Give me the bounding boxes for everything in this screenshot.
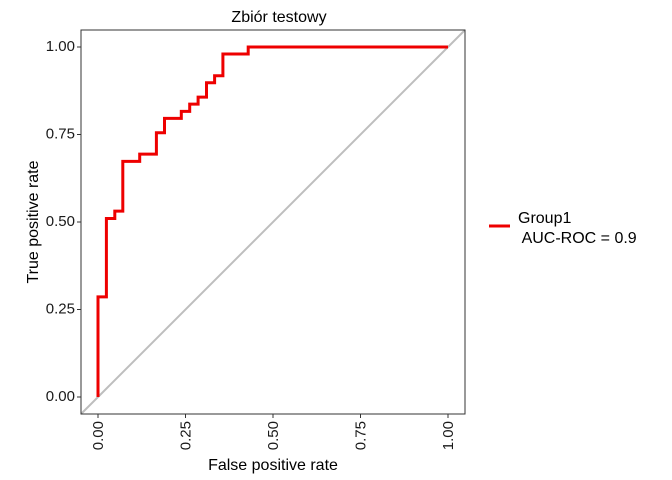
y-axis-title: True positive rate xyxy=(25,160,42,283)
y-tick-label: 0.50 xyxy=(46,213,75,230)
x-tick-label: 0.50 xyxy=(265,421,282,450)
y-tick-label: 0.00 xyxy=(46,388,75,405)
legend: Group1 AUC-ROC = 0.9 xyxy=(489,210,637,247)
reference-diagonal-line xyxy=(80,29,466,415)
y-tick-label: 1.00 xyxy=(46,38,75,55)
x-tick-label: 0.75 xyxy=(353,421,370,450)
legend-auc-label: AUC-ROC = 0.9 xyxy=(518,230,637,247)
y-tick-label: 0.75 xyxy=(46,125,75,142)
legend-series-name: Group1 xyxy=(518,210,571,227)
x-tick-label: 0.25 xyxy=(178,421,195,450)
chart-title: Zbiór testowy xyxy=(231,9,326,26)
x-axis-title: False positive rate xyxy=(208,457,338,474)
x-tick-label: 1.00 xyxy=(440,421,457,450)
plot-area xyxy=(80,29,466,415)
y-tick-label: 0.25 xyxy=(46,300,75,317)
y-axis-ticks: 0.00 0.25 0.50 0.75 1.00 xyxy=(46,38,81,405)
roc-curve-1 xyxy=(96,45,448,397)
x-tick-label: 0.00 xyxy=(90,421,107,450)
x-axis-ticks: 0.00 0.25 0.50 0.75 1.00 xyxy=(90,414,457,450)
